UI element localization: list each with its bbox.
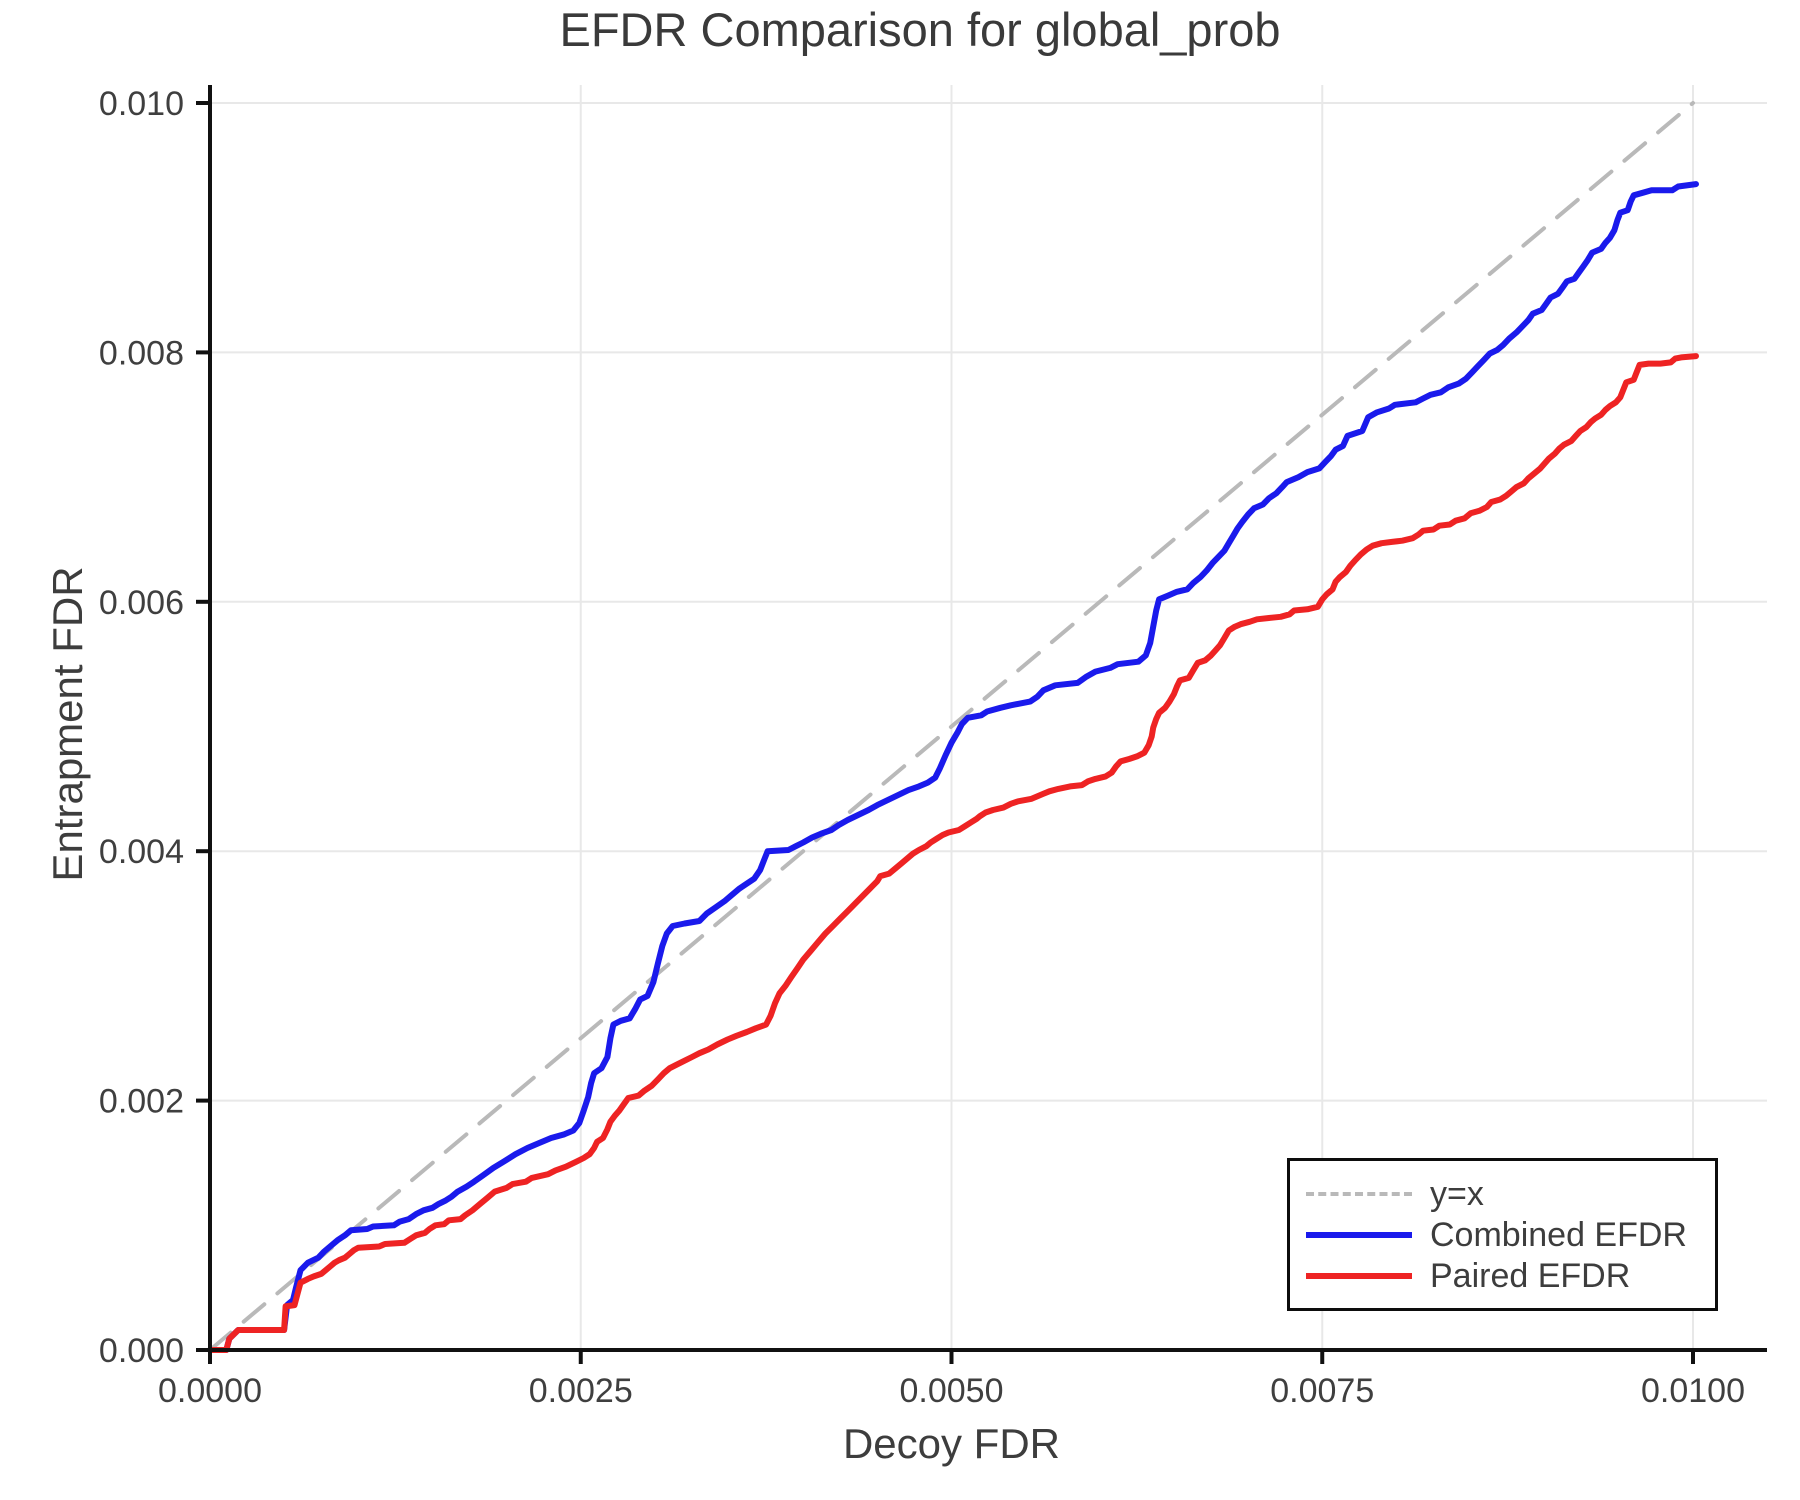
x-tick-label: 0.0025 bbox=[529, 1372, 633, 1410]
y-tick-label: 0.000 bbox=[99, 1332, 184, 1370]
legend-label: y=x bbox=[1430, 1174, 1484, 1213]
series-line-combined-efdr bbox=[207, 181, 1699, 1353]
legend-label: Combined EFDR bbox=[1430, 1215, 1687, 1254]
legend-line-red-icon bbox=[1306, 1272, 1412, 1279]
x-tick-label: 0.0000 bbox=[158, 1372, 262, 1410]
y-tick-label: 0.002 bbox=[99, 1083, 184, 1121]
series-line-paired-efdr bbox=[207, 353, 1699, 1353]
x-tick-label: 0.0075 bbox=[1270, 1372, 1374, 1410]
chart-title: EFDR Comparison for global_prob bbox=[559, 3, 1281, 56]
series-line-y-x bbox=[208, 101, 1695, 1352]
y-tick-label: 0.010 bbox=[99, 85, 184, 123]
legend-line-dashed-icon bbox=[1306, 1191, 1412, 1196]
x-tick-label: 0.0050 bbox=[900, 1372, 1004, 1410]
legend-item-paired-efdr: Paired EFDR bbox=[1306, 1257, 1715, 1295]
x-axis-title: Decoy FDR bbox=[842, 1420, 1061, 1467]
legend-line-blue-icon bbox=[1306, 1231, 1412, 1238]
legend-item-yx: y=x bbox=[1306, 1175, 1715, 1213]
legend-label: Paired EFDR bbox=[1430, 1256, 1631, 1295]
y-tick-label: 0.008 bbox=[99, 334, 184, 372]
y-tick-label: 0.004 bbox=[99, 833, 184, 871]
legend: y=x Combined EFDR Paired EFDR bbox=[1287, 1158, 1718, 1311]
legend-item-combined-efdr: Combined EFDR bbox=[1306, 1216, 1715, 1254]
y-tick-label: 0.006 bbox=[99, 584, 184, 622]
x-tick-label: 0.0100 bbox=[1641, 1372, 1745, 1410]
